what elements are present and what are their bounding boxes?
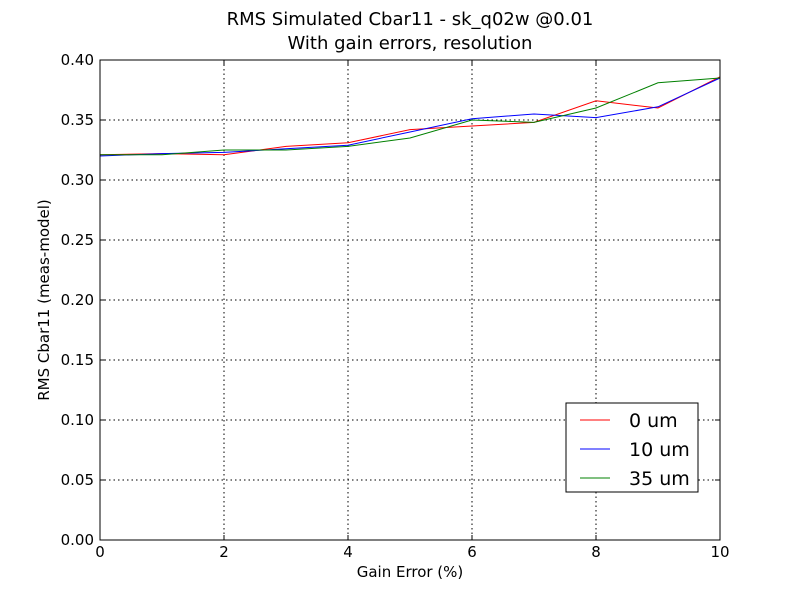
legend-box <box>565 402 699 493</box>
chart-title: RMS Simulated Cbar11 - sk_q02w @0.01 <box>227 9 594 30</box>
chart-subtitle: With gain errors, resolution <box>288 33 533 54</box>
y-axis-ticks: 0.00 0.05 0.10 0.15 0.20 0.25 0.30 0.35 0.40 <box>61 51 720 549</box>
series-line-0-um <box>99 76 721 156</box>
x-tick-label: 10 <box>710 543 729 561</box>
y-tick-label: 0.00 <box>61 531 94 549</box>
x-tick-label: 8 <box>591 543 601 561</box>
y-tick-label: 0.30 <box>61 171 94 189</box>
series-lines <box>99 76 721 157</box>
legend-label: 0 um <box>629 410 678 432</box>
y-tick-label: 0.05 <box>61 471 94 489</box>
series-line-10-um <box>99 77 721 157</box>
y-tick-label: 0.20 <box>61 291 94 309</box>
series-line-35-um <box>100 77 721 156</box>
legend-label: 10 um <box>629 439 690 461</box>
x-axis-ticks: 0 2 4 6 8 10 <box>95 60 730 561</box>
x-axis-label: Gain Error (%) <box>357 563 464 581</box>
legend-label: 35 um <box>629 468 690 490</box>
x-tick-label: 4 <box>343 543 353 561</box>
y-tick-label: 0.40 <box>61 51 94 69</box>
x-tick-label: 0 <box>95 543 105 561</box>
y-tick-label: 0.35 <box>61 111 94 129</box>
legend: 0 um 10 um 35 um <box>565 402 699 493</box>
grid <box>100 60 720 540</box>
y-tick-label: 0.10 <box>61 411 94 429</box>
y-tick-label: 0.25 <box>61 231 94 249</box>
x-tick-label: 6 <box>467 543 477 561</box>
y-axis-label: RMS Cbar11 (meas-model) <box>35 199 53 401</box>
x-tick-label: 2 <box>219 543 229 561</box>
y-tick-label: 0.15 <box>61 351 94 369</box>
